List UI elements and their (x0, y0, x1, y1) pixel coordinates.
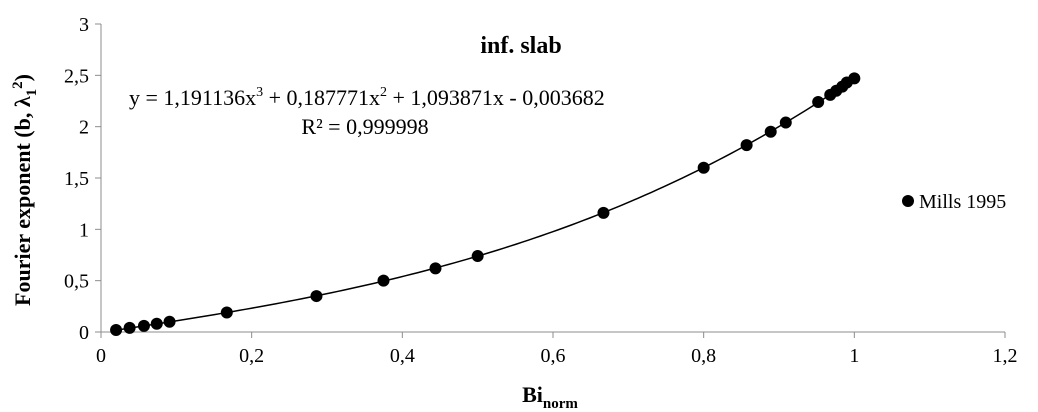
data-point (377, 274, 390, 287)
y-axis-label-end: ) (10, 74, 35, 81)
y-tick-label: 3 (79, 14, 89, 36)
x-tick-label: 1,2 (993, 345, 1018, 367)
data-point (163, 315, 176, 328)
series-mills-1995-points (110, 72, 861, 336)
axes (100, 24, 1005, 333)
equation-exponent-2: 2 (380, 85, 387, 100)
data-point (429, 262, 442, 275)
x-tick-label: 0 (96, 345, 106, 367)
y-axis-label: Fourier exponent (b, λ12) (10, 74, 40, 306)
equation-part-2: + 0,187771x (263, 85, 380, 110)
data-point (779, 116, 792, 129)
polynomial-trendline (115, 77, 855, 331)
data-point (812, 96, 825, 109)
y-axis-label-main: Fourier exponent (b, λ (10, 96, 35, 306)
data-point (137, 319, 150, 332)
data-point (220, 306, 233, 319)
svg-text:Fourier exponent (b, λ12): Fourier exponent (b, λ12) (10, 74, 40, 306)
x-axis-label: Binorm (522, 382, 578, 412)
y-tick-label: 0 (79, 322, 89, 344)
data-point (110, 323, 123, 336)
data-point (697, 161, 710, 174)
equation-part-3: + 1,093871x - 0,003682 (387, 85, 605, 110)
x-tick-label: 0,4 (390, 345, 415, 367)
x-ticks: 0 0,2 0,4 0,6 0,8 1 1,2 (96, 332, 1018, 367)
y-tick-label: 2 (79, 117, 89, 139)
data-point (471, 250, 484, 263)
trendline-equation: y = 1,191136x3 + 0,187771x2 + 1,093871x … (129, 85, 605, 110)
y-axis-label-superscript: 2 (10, 81, 26, 89)
svg-text:Binorm: Binorm (522, 382, 578, 412)
x-axis-label-main: Bi (522, 382, 543, 407)
x-tick-label: 0,2 (239, 345, 264, 367)
y-tick-label: 0,5 (64, 271, 89, 293)
data-point (764, 125, 777, 138)
chart-title: inf. slab (480, 33, 561, 59)
legend-label: Mills 1995 (919, 191, 1006, 213)
x-tick-label: 1 (849, 345, 859, 367)
y-ticks: 0 0,5 1 1,5 2 2,5 3 (64, 14, 101, 344)
data-point (597, 206, 610, 219)
x-tick-label: 0,6 (541, 345, 566, 367)
legend-marker (902, 195, 914, 207)
trendline-r-squared: R² = 0,999998 (301, 114, 428, 139)
y-axis-label-subscript: 1 (24, 89, 40, 97)
data-point (310, 290, 323, 303)
data-point (123, 321, 136, 334)
y-tick-label: 1 (79, 219, 89, 241)
y-tick-label: 1,5 (64, 168, 89, 190)
equation-part-1: y = 1,191136x (129, 85, 256, 110)
x-tick-label: 0,8 (691, 345, 716, 367)
legend: Mills 1995 (902, 191, 1006, 213)
x-axis-label-subscript: norm (543, 396, 579, 412)
data-point (150, 317, 163, 330)
data-point (740, 139, 753, 152)
equation-exponent-3: 3 (256, 85, 263, 100)
data-point (848, 72, 861, 85)
y-tick-label: 2,5 (64, 65, 89, 87)
